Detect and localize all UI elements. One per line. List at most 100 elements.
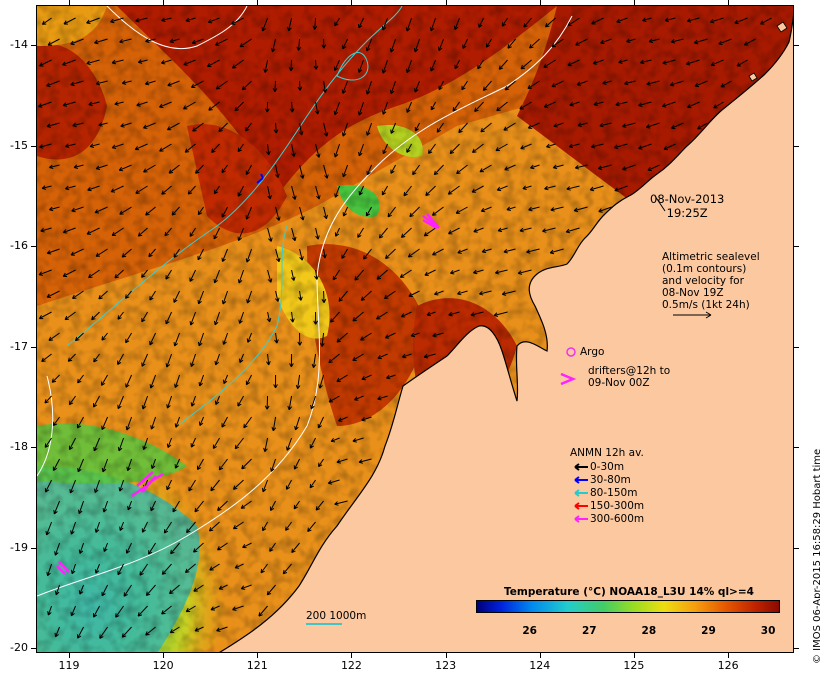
velocity-arrow (94, 206, 108, 214)
longitude-tick (633, 653, 635, 658)
latitude-tick-label: -14 (10, 38, 28, 52)
colorbar-tick-label: 30 (760, 625, 776, 637)
velocity-arrow (592, 59, 604, 65)
anmn-legend-label: 0-30m (590, 461, 625, 473)
velocity-arrow (529, 38, 540, 49)
velocity-arrow (642, 17, 652, 22)
velocity-arrow (542, 227, 556, 233)
velocity-arrow (360, 332, 372, 341)
velocity-arrow (185, 605, 196, 613)
velocity-arrow (141, 395, 149, 410)
velocity-arrow (145, 38, 156, 44)
velocity-arrow (62, 101, 76, 107)
velocity-arrow (333, 59, 341, 72)
velocity-arrow (598, 206, 612, 213)
latitude-tick (794, 647, 799, 649)
velocity-arrow (197, 206, 204, 216)
velocity-arrow (403, 185, 412, 197)
velocity-arrow (309, 479, 316, 489)
velocity-arrow (361, 416, 372, 422)
velocity-arrow (93, 353, 100, 363)
anmn-legend-label: 300-600m (590, 513, 645, 525)
velocity-arrow (477, 59, 484, 70)
velocity-arrow (264, 395, 270, 410)
velocity-arrow (313, 311, 318, 325)
velocity-arrow (479, 164, 492, 173)
velocity-arrow (266, 143, 271, 156)
velocity-arrow (400, 227, 412, 238)
date-line: 08-Nov-2013 (650, 192, 725, 206)
velocity-arrow (68, 395, 76, 406)
velocity-arrow (76, 416, 85, 429)
velocity-arrow (455, 206, 468, 214)
velocity-arrow (262, 521, 269, 532)
velocity-arrow (613, 143, 628, 150)
velocity-arrow (164, 227, 172, 237)
velocity-arrow (409, 206, 420, 218)
velocity-arrow (231, 59, 244, 69)
velocity-arrow (693, 38, 708, 45)
velocity-arrow (243, 416, 252, 429)
velocity-arrow (318, 374, 325, 389)
velocity-arrow (150, 458, 157, 470)
velocity-arrow (88, 269, 100, 279)
velocity-arrow (62, 59, 76, 66)
longitude-tick (68, 653, 70, 658)
velocity-arrow (546, 143, 556, 149)
velocity-arrow (315, 143, 321, 158)
velocity-arrow (593, 101, 604, 107)
velocity-arrow (48, 206, 60, 212)
velocity-arrow (217, 500, 228, 512)
velocity-arrow (68, 437, 77, 451)
velocity-arrow (44, 479, 53, 493)
velocity-arrow (38, 269, 52, 276)
velocity-arrow (291, 542, 300, 554)
longitude-tick (351, 0, 353, 5)
velocity-arrow (618, 59, 628, 64)
white-contour (37, 375, 54, 477)
velocity-arrow (48, 332, 60, 342)
velocity-arrow (713, 101, 724, 109)
velocity-arrow (190, 437, 197, 448)
velocity-arrow (322, 248, 327, 259)
longitude-tick-label: 125 (623, 659, 645, 672)
velocity-arrow (425, 185, 436, 197)
velocity-arrow (507, 38, 516, 49)
velocity-arrow (161, 185, 172, 195)
velocity-arrow (720, 80, 732, 88)
velocity-arrow (38, 101, 52, 108)
velocity-arrow (361, 374, 372, 381)
velocity-arrow (551, 80, 564, 88)
velocity-arrow (354, 269, 364, 281)
velocity-arrow (270, 458, 277, 472)
velocity-arrow (493, 311, 508, 317)
anmn-legend-title: ANMN 12h av. (570, 447, 644, 459)
velocity-arrow (358, 143, 365, 157)
latitude-tick (794, 447, 799, 449)
velocity-arrow (237, 395, 245, 407)
velocity-arrow (357, 59, 365, 73)
velocity-arrow (110, 17, 124, 24)
argo-marker (566, 347, 576, 357)
velocity-arrow (336, 374, 348, 383)
velocity-arrow (166, 395, 173, 409)
velocity-arrow (190, 395, 197, 407)
velocity-arrow (95, 248, 108, 257)
velocity-arrow (567, 59, 580, 67)
velocity-arrow (237, 269, 245, 284)
velocity-arrow (432, 248, 444, 256)
velocity-arrow (289, 353, 294, 368)
velocity-arrow (352, 437, 364, 443)
velocity-arrow (117, 353, 125, 365)
velocity-arrow (299, 248, 304, 261)
velocity-arrow (94, 38, 108, 45)
date-annotation: 08-Nov-2013 19:25Z (650, 192, 724, 220)
velocity-arrow (389, 80, 397, 95)
velocity-arrow (382, 143, 389, 155)
velocity-arrow (317, 416, 325, 429)
velocity-arrow (485, 38, 492, 48)
velocity-arrow (73, 164, 84, 169)
velocity-arrow (323, 122, 329, 137)
velocity-arrow (232, 521, 244, 530)
latitude-tick-label: -19 (10, 540, 28, 554)
